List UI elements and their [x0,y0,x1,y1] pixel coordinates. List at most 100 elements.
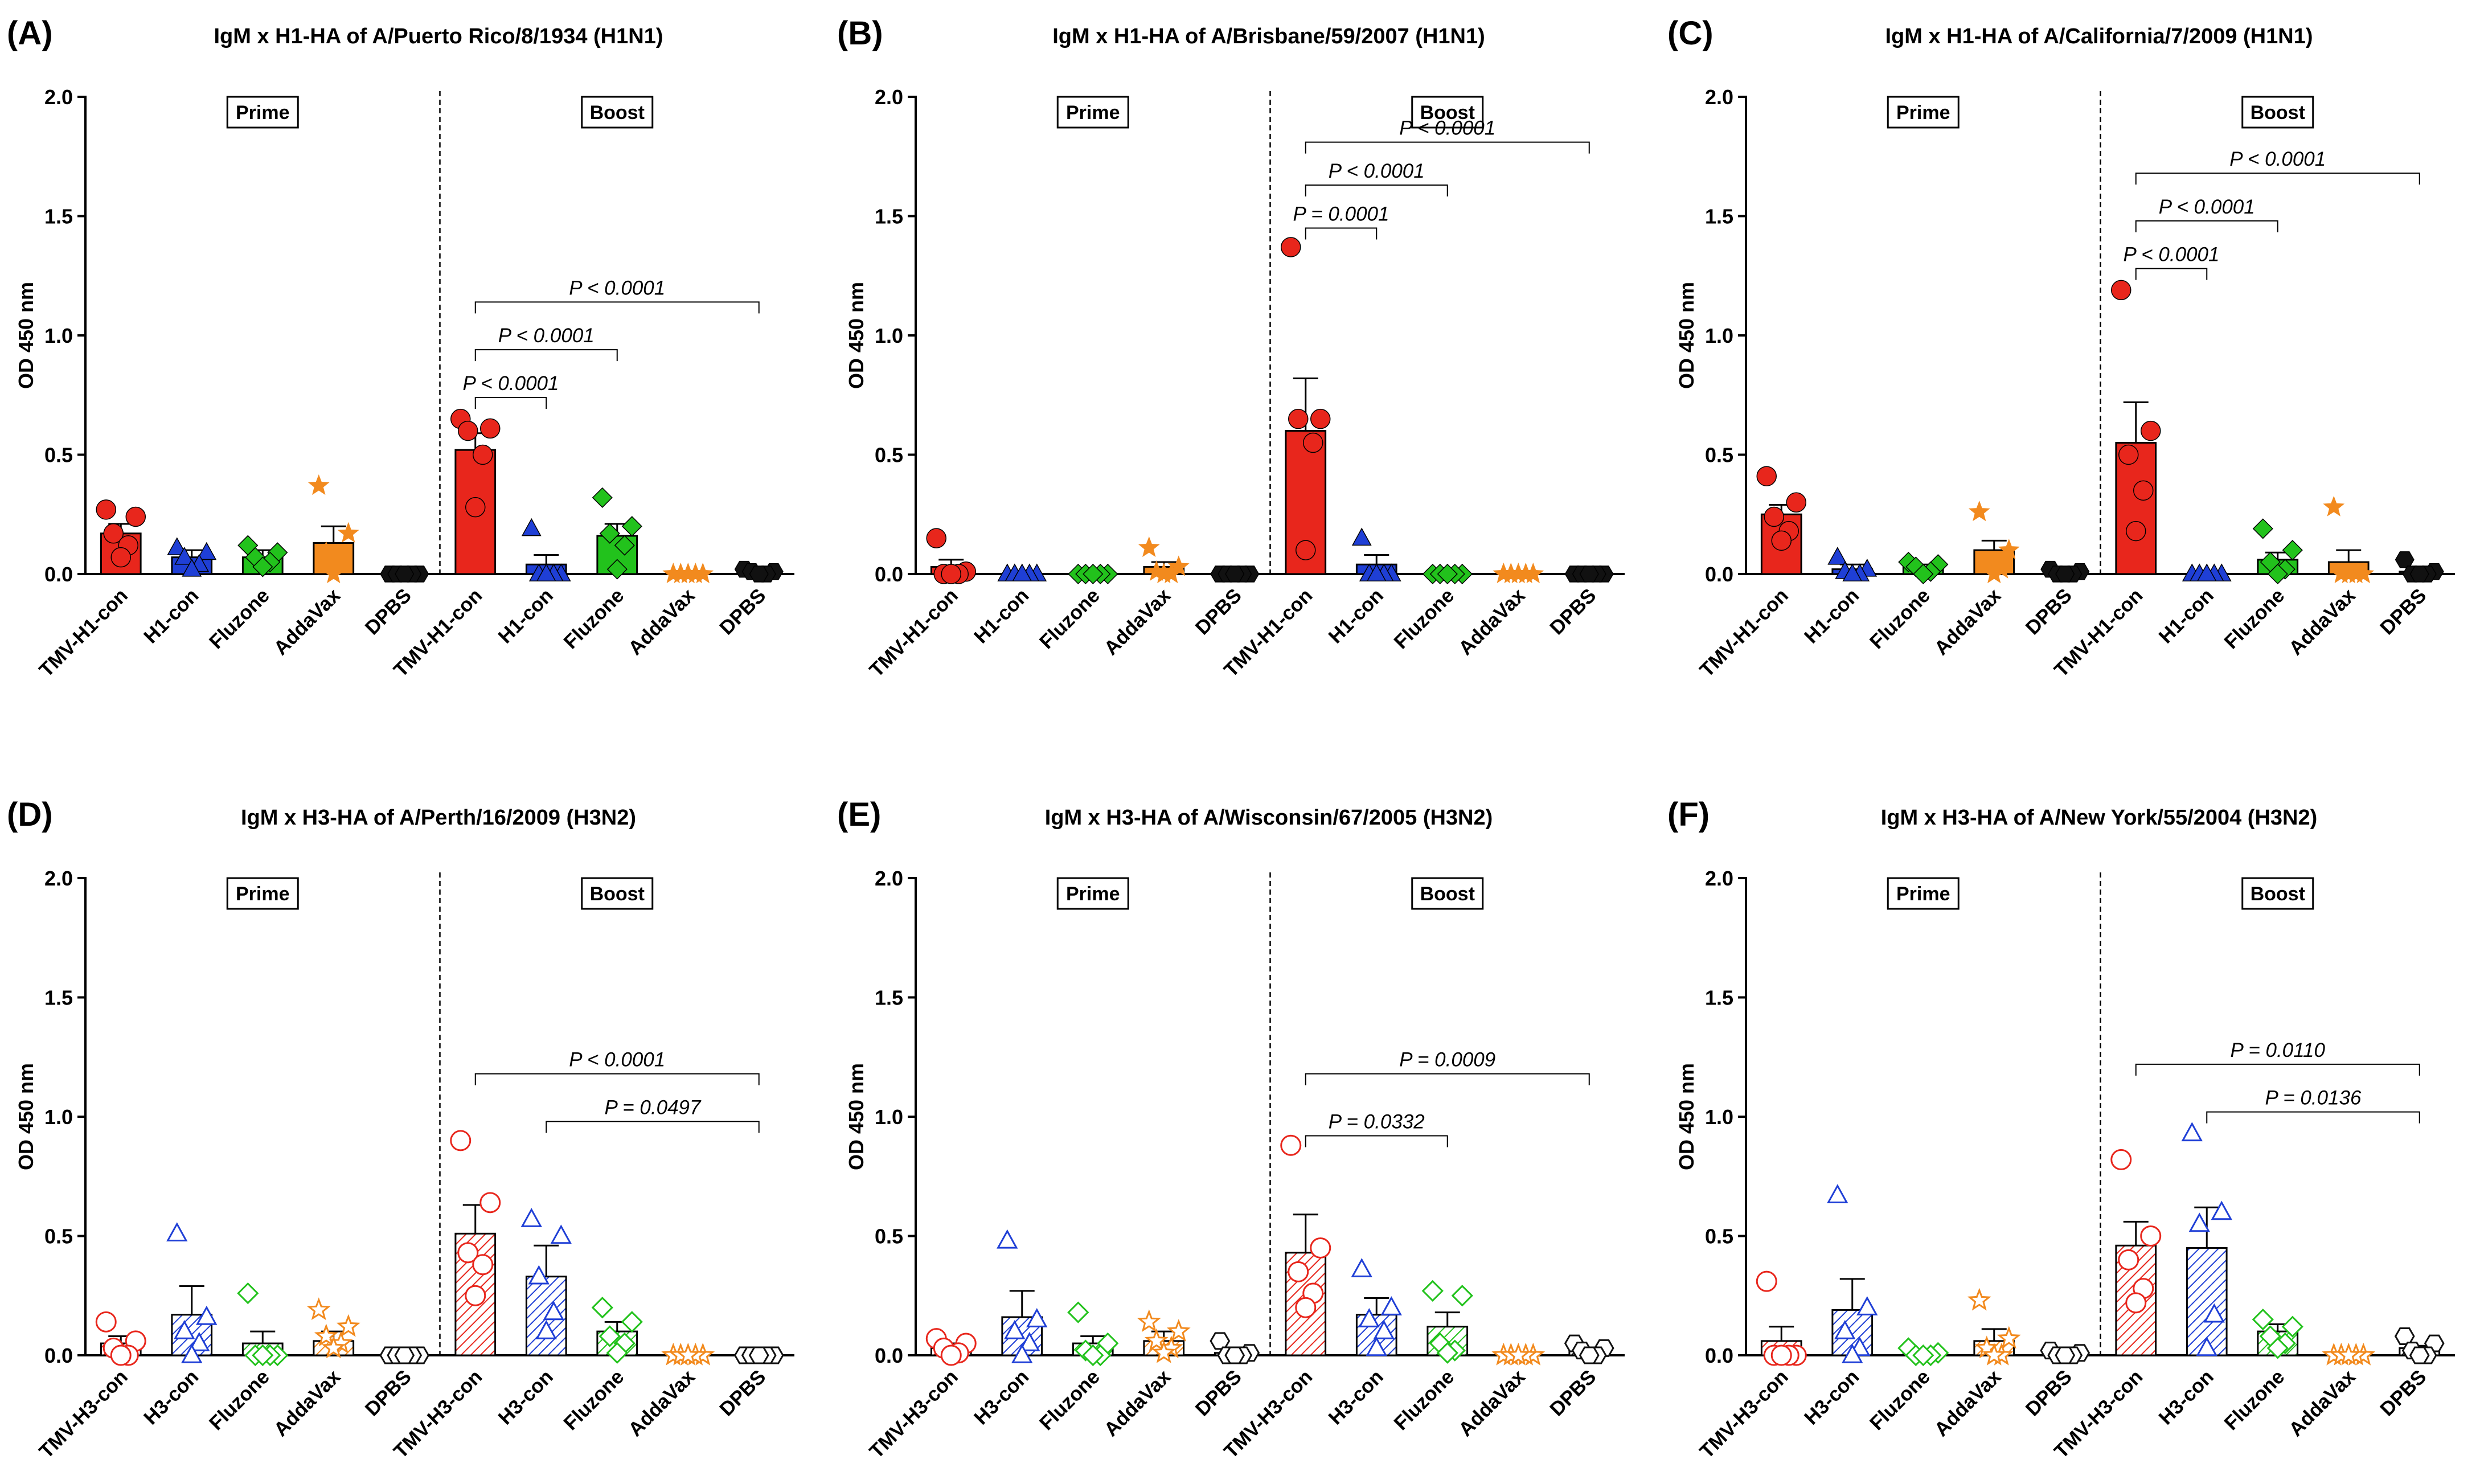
x-tick-label: AddaVax [1930,584,2005,659]
y-tick-label: 0.5 [1705,444,1733,467]
data-point-diamond [1913,563,1934,585]
data-point-diamond [1067,1301,1089,1323]
data-point-hexagon [2409,1346,2430,1364]
y-axis-label: OD 450 nm [14,1063,38,1170]
data-point-triangle [196,542,217,560]
y-tick-label: 1.0 [44,1105,73,1129]
data-point-hexagon [2055,565,2075,583]
x-tick-label: AddaVax [269,584,345,659]
x-tick-label: H1-con [1800,584,1863,647]
x-tick-label: Fluzone [205,584,274,653]
data-point-circle [2140,1225,2162,1247]
y-tick-label: 2.0 [875,867,903,890]
y-tick-label: 0.0 [44,563,73,586]
data-point-triangle [1842,563,1863,581]
phase-label: Prime [236,883,290,905]
x-tick-label: H1-con [140,584,203,647]
data-point-star [314,1323,338,1347]
x-tick-label: AddaVax [2285,584,2360,659]
x-tick-label: H3-con [1324,1366,1387,1429]
data-point-triangle [1019,1331,1040,1351]
data-point-hexagon [749,565,769,583]
x-tick-label: AddaVax [624,1366,699,1441]
data-point-circle [1288,1261,1309,1282]
phase-box [581,96,654,129]
data-point-triangle [1351,527,1372,546]
data-point-hexagon [1225,565,1245,583]
phase-box [2241,877,2314,910]
y-tick-label: 1.0 [44,324,73,347]
data-point-triangle [2211,1200,2232,1220]
data-point-triangle [1842,1343,1863,1363]
data-point-star [1998,539,2020,560]
phase-box [1411,96,1484,129]
data-point-diamond [2282,540,2303,561]
data-point-triangle [196,1305,218,1325]
x-tick-label: Fluzone [559,584,628,653]
data-point-diamond [2252,518,2273,539]
significance-label: P = 0.0497 [605,1096,702,1118]
data-point-triangle [997,1229,1018,1249]
x-tick-label: DPBS [1546,584,1600,639]
data-point-circle [1296,540,1316,560]
data-point-circle [1281,237,1301,257]
data-point-diamond [599,523,620,544]
y-tick-label: 1.5 [44,205,73,228]
data-point-star [315,541,337,562]
data-point-hexagon [2395,551,2415,568]
x-tick-label: H1-con [970,584,1033,647]
x-tick-label: AddaVax [1930,1366,2005,1441]
significance-bracket [1305,141,1590,154]
x-tick-label: TMV-H3-con [35,1366,132,1463]
data-point-diamond [606,559,628,580]
chart-title: IgM x H1-HA of A/California/7/2009 (H1N1… [1885,24,2313,48]
data-point-star [322,562,345,584]
x-tick-label: AddaVax [624,584,699,659]
data-point-star [1151,1340,1176,1363]
y-tick-label: 0.5 [875,444,903,467]
y-tick-label: 1.5 [875,986,903,1010]
data-point-triangle [536,563,556,581]
x-tick-label: Fluzone [1389,584,1458,653]
significance-label: P = 0.0332 [1329,1111,1425,1133]
panel-label: (A) [7,15,53,52]
data-point-circle [2133,480,2154,501]
chart-panel: (B) IgM x H1-HA of A/Brisbane/59/2007 (H1… [837,15,1625,682]
data-point-triangle [2196,563,2217,581]
y-tick-label: 0.0 [875,1344,903,1367]
data-point-triangle [1827,547,1848,565]
data-point-triangle [1827,1184,1848,1203]
data-point-circle [96,499,116,520]
chart-panel: (F) IgM x H3-HA of A/New York/55/2004 (H3… [1667,796,2455,1463]
x-tick-label: DPBS [715,584,770,639]
data-point-triangle [2203,1303,2225,1323]
y-tick-label: 2.0 [1705,867,1733,890]
data-point-triangle [2181,1122,2203,1142]
significance-label: P < 0.0001 [498,325,595,347]
x-tick-label: DPBS [2022,1366,2076,1420]
phase-label: Prime [1066,883,1120,905]
data-point-triangle [521,518,542,536]
x-tick-label: AddaVax [2285,1366,2360,1441]
data-point-star [1967,1288,1991,1311]
data-point-star [308,474,330,495]
data-point-circle [2110,1149,2132,1170]
data-point-star [1507,562,1530,584]
data-point-circle [1764,506,1784,527]
phase-label: Prime [1896,102,1950,124]
y-tick-label: 2.0 [44,867,73,890]
data-point-circle [457,1242,479,1264]
phase-label: Prime [1066,102,1120,124]
y-tick-label: 1.0 [1705,1105,1733,1129]
data-point-circle [2118,1249,2139,1270]
phase-label: Prime [236,102,290,124]
data-point-circle [2141,420,2161,441]
data-point-diamond [1083,563,1104,585]
data-point-circle [465,1285,486,1306]
data-point-circle [926,528,946,548]
significance-label: P < 0.0001 [2124,244,2220,266]
panel-label: (C) [1667,15,1714,52]
significance-label: P < 0.0001 [1329,160,1425,182]
data-point-star [676,1342,700,1366]
phase-label: Boost [1420,883,1475,905]
